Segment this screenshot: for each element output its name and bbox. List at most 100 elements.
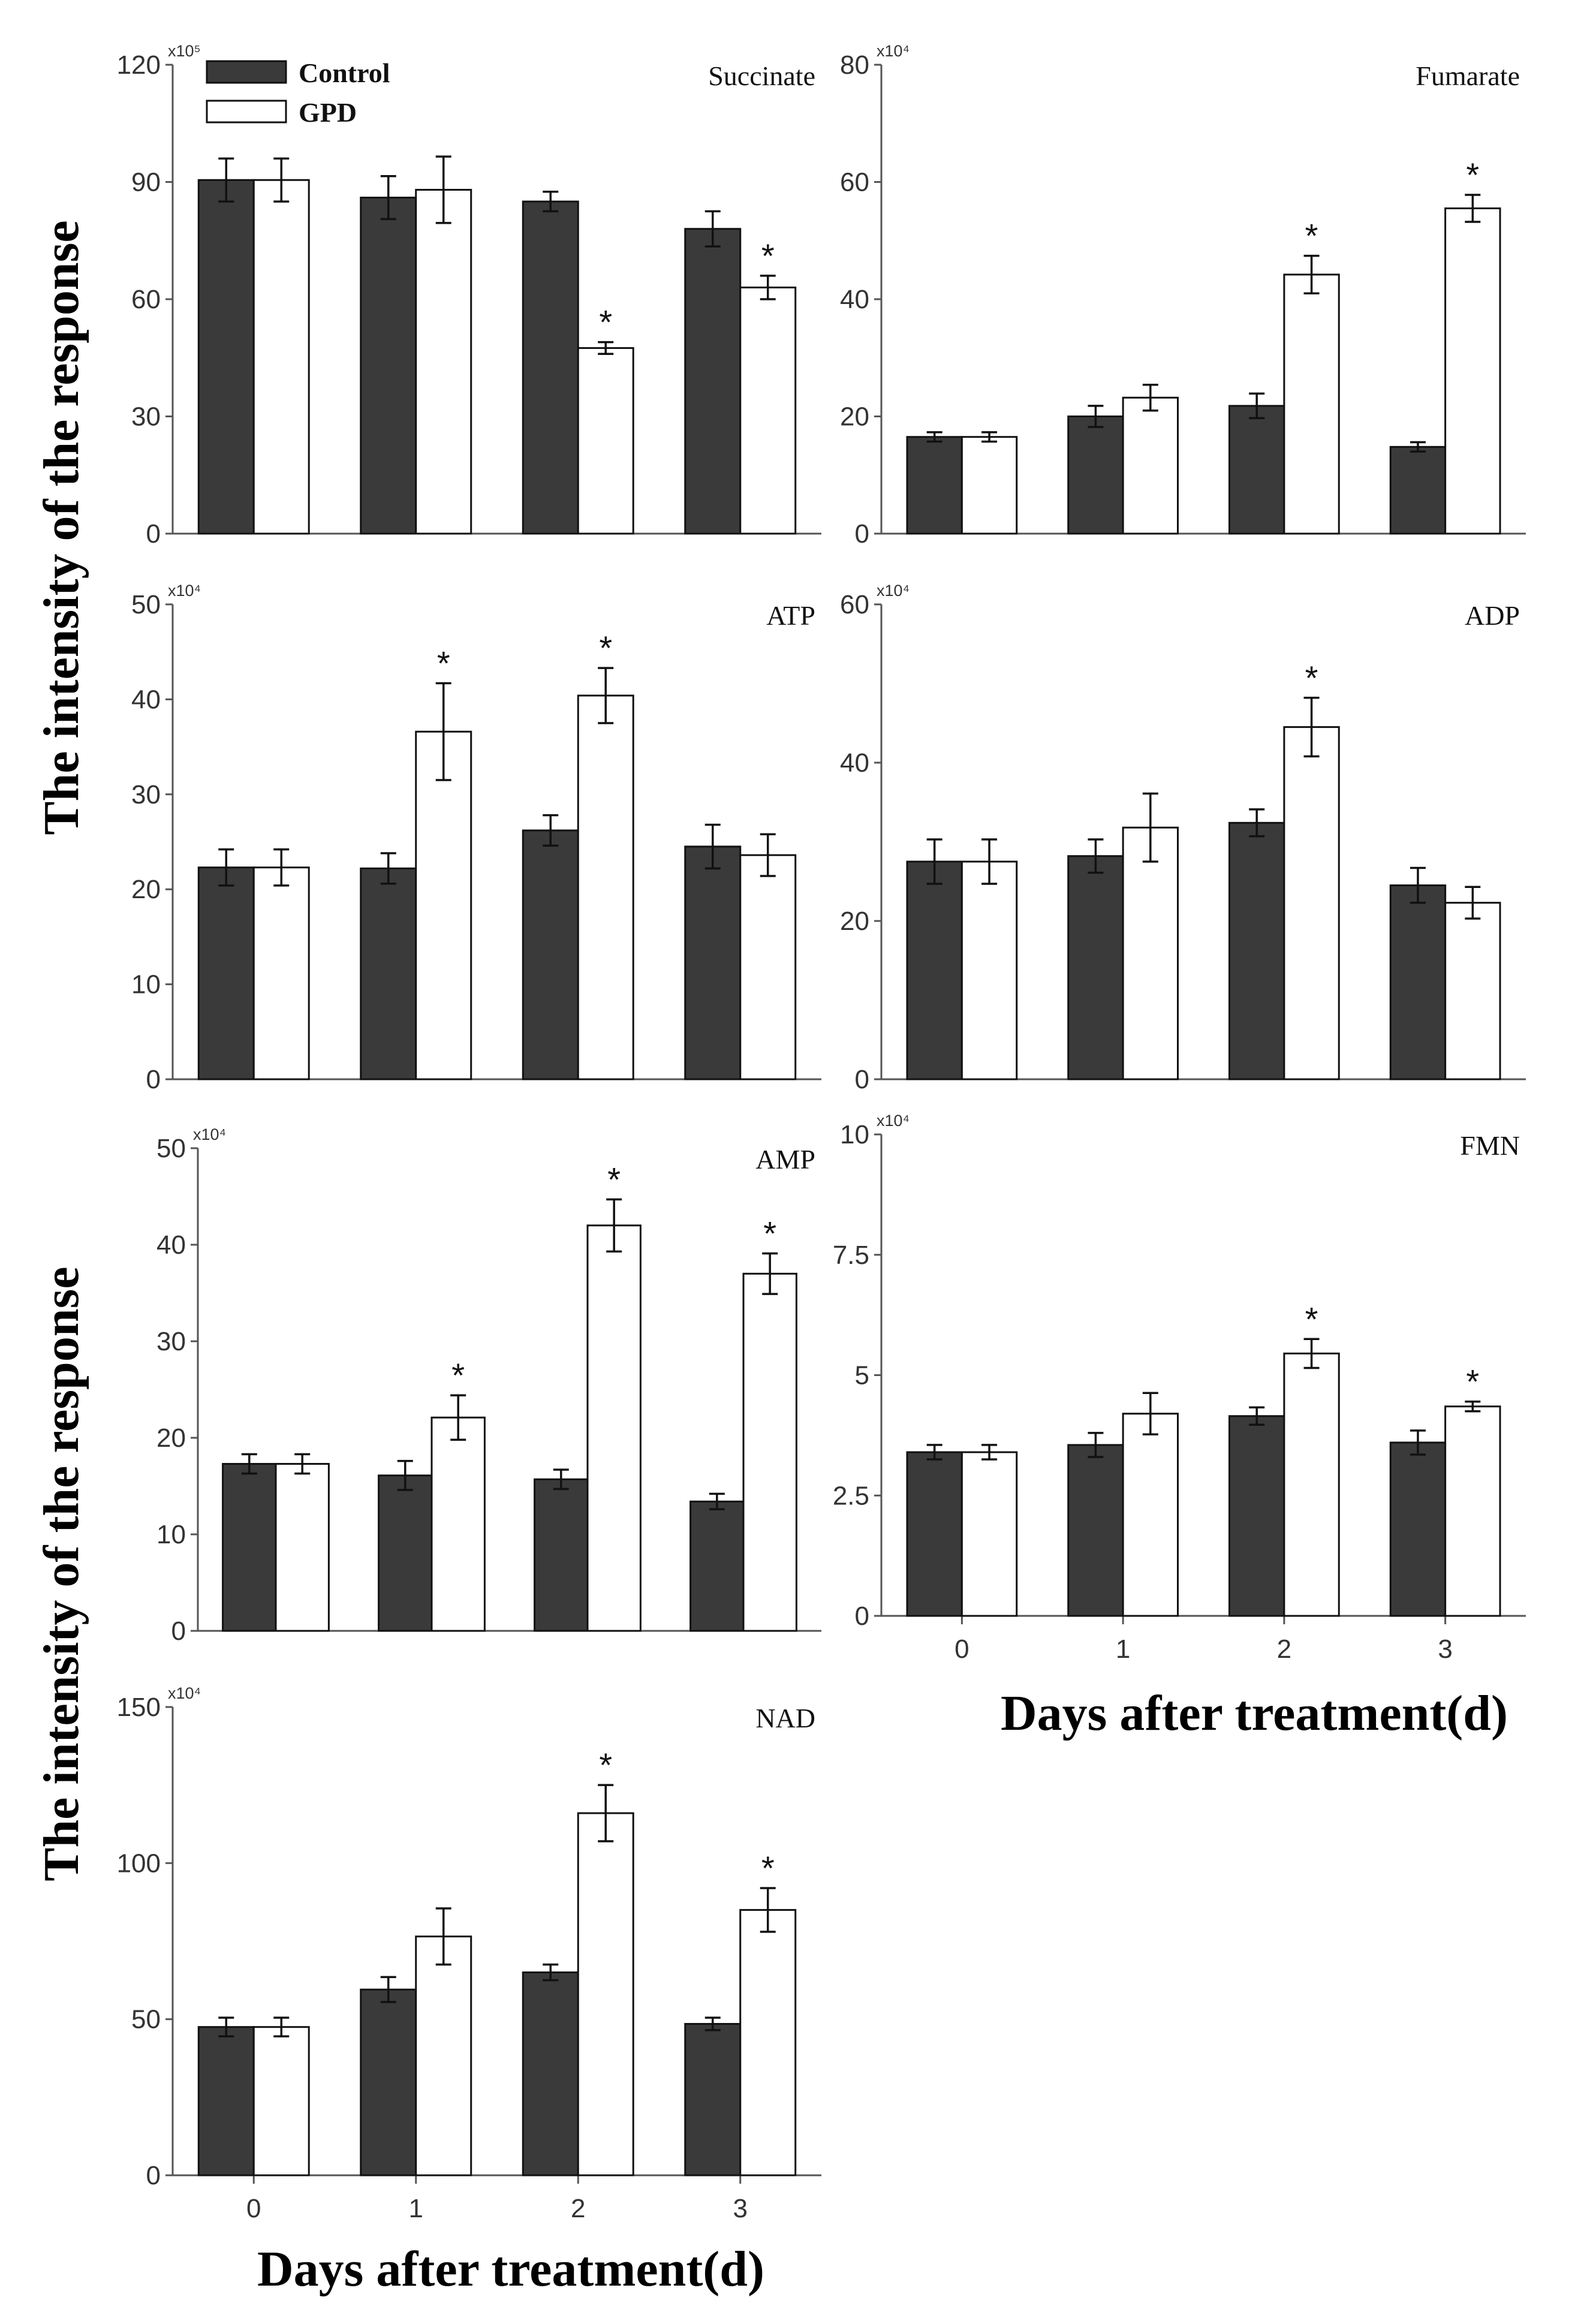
x-axis-title-right: Days after treatment(d) [1001, 1685, 1508, 1741]
y-axis-title-bottom: The intensity of the response [34, 1266, 89, 1881]
y-tick-label: 10 [840, 1120, 869, 1149]
bar-gpd [577, 694, 634, 1080]
bar-gpd [739, 286, 797, 535]
y-tick-label: 50 [131, 590, 161, 619]
significance-marker: * [761, 1849, 775, 1887]
significance-marker: * [451, 1356, 465, 1394]
legend-gpd-label: GPD [299, 97, 357, 128]
bar-gpd [577, 1812, 634, 2176]
y-tick-label: 10 [156, 1520, 186, 1549]
legend: Control GPD [206, 58, 390, 128]
y-tick-label: 60 [131, 285, 161, 314]
y-axis-exponent: x10⁴ [877, 582, 910, 600]
significance-marker: * [763, 1214, 776, 1252]
significance-marker: * [1466, 156, 1479, 194]
y-axis-exponent: x10⁴ [168, 1684, 201, 1702]
y-tick-label: 40 [156, 1230, 186, 1260]
y-axis-title-top: The intensity of the response [34, 220, 89, 835]
x-tick-label: 3 [1438, 1634, 1452, 1664]
chart-panel-succinate: 0 30 60 90 120 x10⁵ Succinate * * [117, 42, 821, 549]
x-axis-title-bottom: Days after treatment(d) [257, 2241, 764, 2297]
y-tick-label: 0 [855, 1601, 869, 1631]
bar-control [906, 436, 963, 535]
significance-marker: * [437, 644, 450, 682]
y-tick-label: 50 [131, 2005, 161, 2034]
significance-marker: * [1305, 659, 1318, 697]
y-tick-label: 40 [840, 748, 869, 778]
bar-control [222, 1462, 277, 1632]
bar-control [1067, 416, 1124, 535]
y-tick-label: 2.5 [833, 1481, 869, 1510]
y-axis-exponent: x10⁴ [877, 1112, 910, 1130]
bar-control [360, 197, 417, 535]
significance-marker: * [1466, 1363, 1479, 1401]
y-tick-label: 30 [131, 780, 161, 809]
bar-gpd [1444, 207, 1501, 535]
y-tick-label: 0 [171, 1616, 186, 1646]
y-tick-label: 20 [156, 1423, 186, 1453]
bar-gpd [430, 1416, 486, 1632]
bar-gpd [739, 854, 797, 1080]
y-tick-label: 0 [146, 2161, 161, 2190]
significance-marker: * [1305, 1300, 1318, 1338]
y-tick-label: 30 [131, 402, 161, 432]
chart-title: NAD [755, 1703, 815, 1733]
chart-panel-fmn: 0 2.5 5 7.5 10 x10⁴ FMN 0 1 2 * 3 * [833, 1112, 1526, 1664]
chart-title: ADP [1465, 600, 1520, 631]
significance-marker: * [1305, 217, 1318, 255]
bar-control [1228, 821, 1285, 1080]
bar-control [197, 179, 255, 535]
y-tick-label: 0 [146, 519, 161, 549]
bar-gpd [960, 436, 1018, 535]
legend-gpd-swatch [206, 100, 287, 124]
y-tick-label: 50 [156, 1134, 186, 1163]
y-tick-label: 7.5 [833, 1241, 869, 1270]
y-tick-label: 10 [131, 970, 161, 1000]
legend-control-swatch [206, 60, 287, 84]
y-tick-label: 20 [840, 402, 869, 432]
bar-control [1389, 445, 1447, 535]
bar-gpd [739, 1908, 797, 2176]
chart-panel-fumarate: 0 20 40 60 80 x10⁴ Fumarate * * [840, 42, 1526, 549]
y-tick-label: 40 [840, 285, 869, 314]
bar-gpd [415, 189, 472, 535]
x-tick-label: 1 [1116, 1634, 1130, 1664]
y-tick-label: 100 [117, 1849, 161, 1878]
bar-control [1067, 1444, 1124, 1617]
bar-gpd [1283, 1352, 1340, 1617]
chart-title: AMP [755, 1144, 815, 1175]
bar-gpd [252, 866, 310, 1080]
chart-title: FMN [1460, 1130, 1520, 1161]
y-tick-label: 40 [131, 685, 161, 714]
significance-marker: * [599, 1746, 612, 1784]
bar-control [522, 829, 579, 1080]
bar-control [689, 1500, 745, 1632]
bar-gpd [1283, 726, 1340, 1080]
bar-gpd [1122, 396, 1179, 535]
legend-control-label: Control [299, 58, 390, 88]
y-tick-label: 120 [117, 50, 161, 80]
y-tick-label: 60 [840, 590, 869, 619]
y-tick-label: 0 [146, 1065, 161, 1094]
bar-gpd [742, 1272, 797, 1632]
bar-gpd [252, 2026, 310, 2176]
bar-control [1389, 884, 1447, 1080]
chart-title: Succinate [708, 61, 815, 91]
y-tick-label: 20 [131, 875, 161, 904]
bar-control [684, 228, 742, 535]
bar-gpd [586, 1224, 642, 1632]
bar-control [378, 1474, 433, 1632]
x-tick-label: 2 [571, 2194, 585, 2223]
chart-panel-amp: 0 10 20 30 40 50 x10⁴ AMP * * * [156, 1125, 821, 1646]
bar-gpd [1283, 273, 1340, 535]
chart-title: Fumarate [1416, 61, 1520, 91]
bar-control [534, 1478, 589, 1632]
y-tick-label: 30 [156, 1327, 186, 1356]
bar-gpd [415, 730, 472, 1080]
bar-control [197, 866, 255, 1080]
bar-control [1228, 405, 1285, 535]
y-axis-exponent: x10⁴ [193, 1125, 226, 1143]
x-tick-label: 1 [409, 2194, 423, 2223]
